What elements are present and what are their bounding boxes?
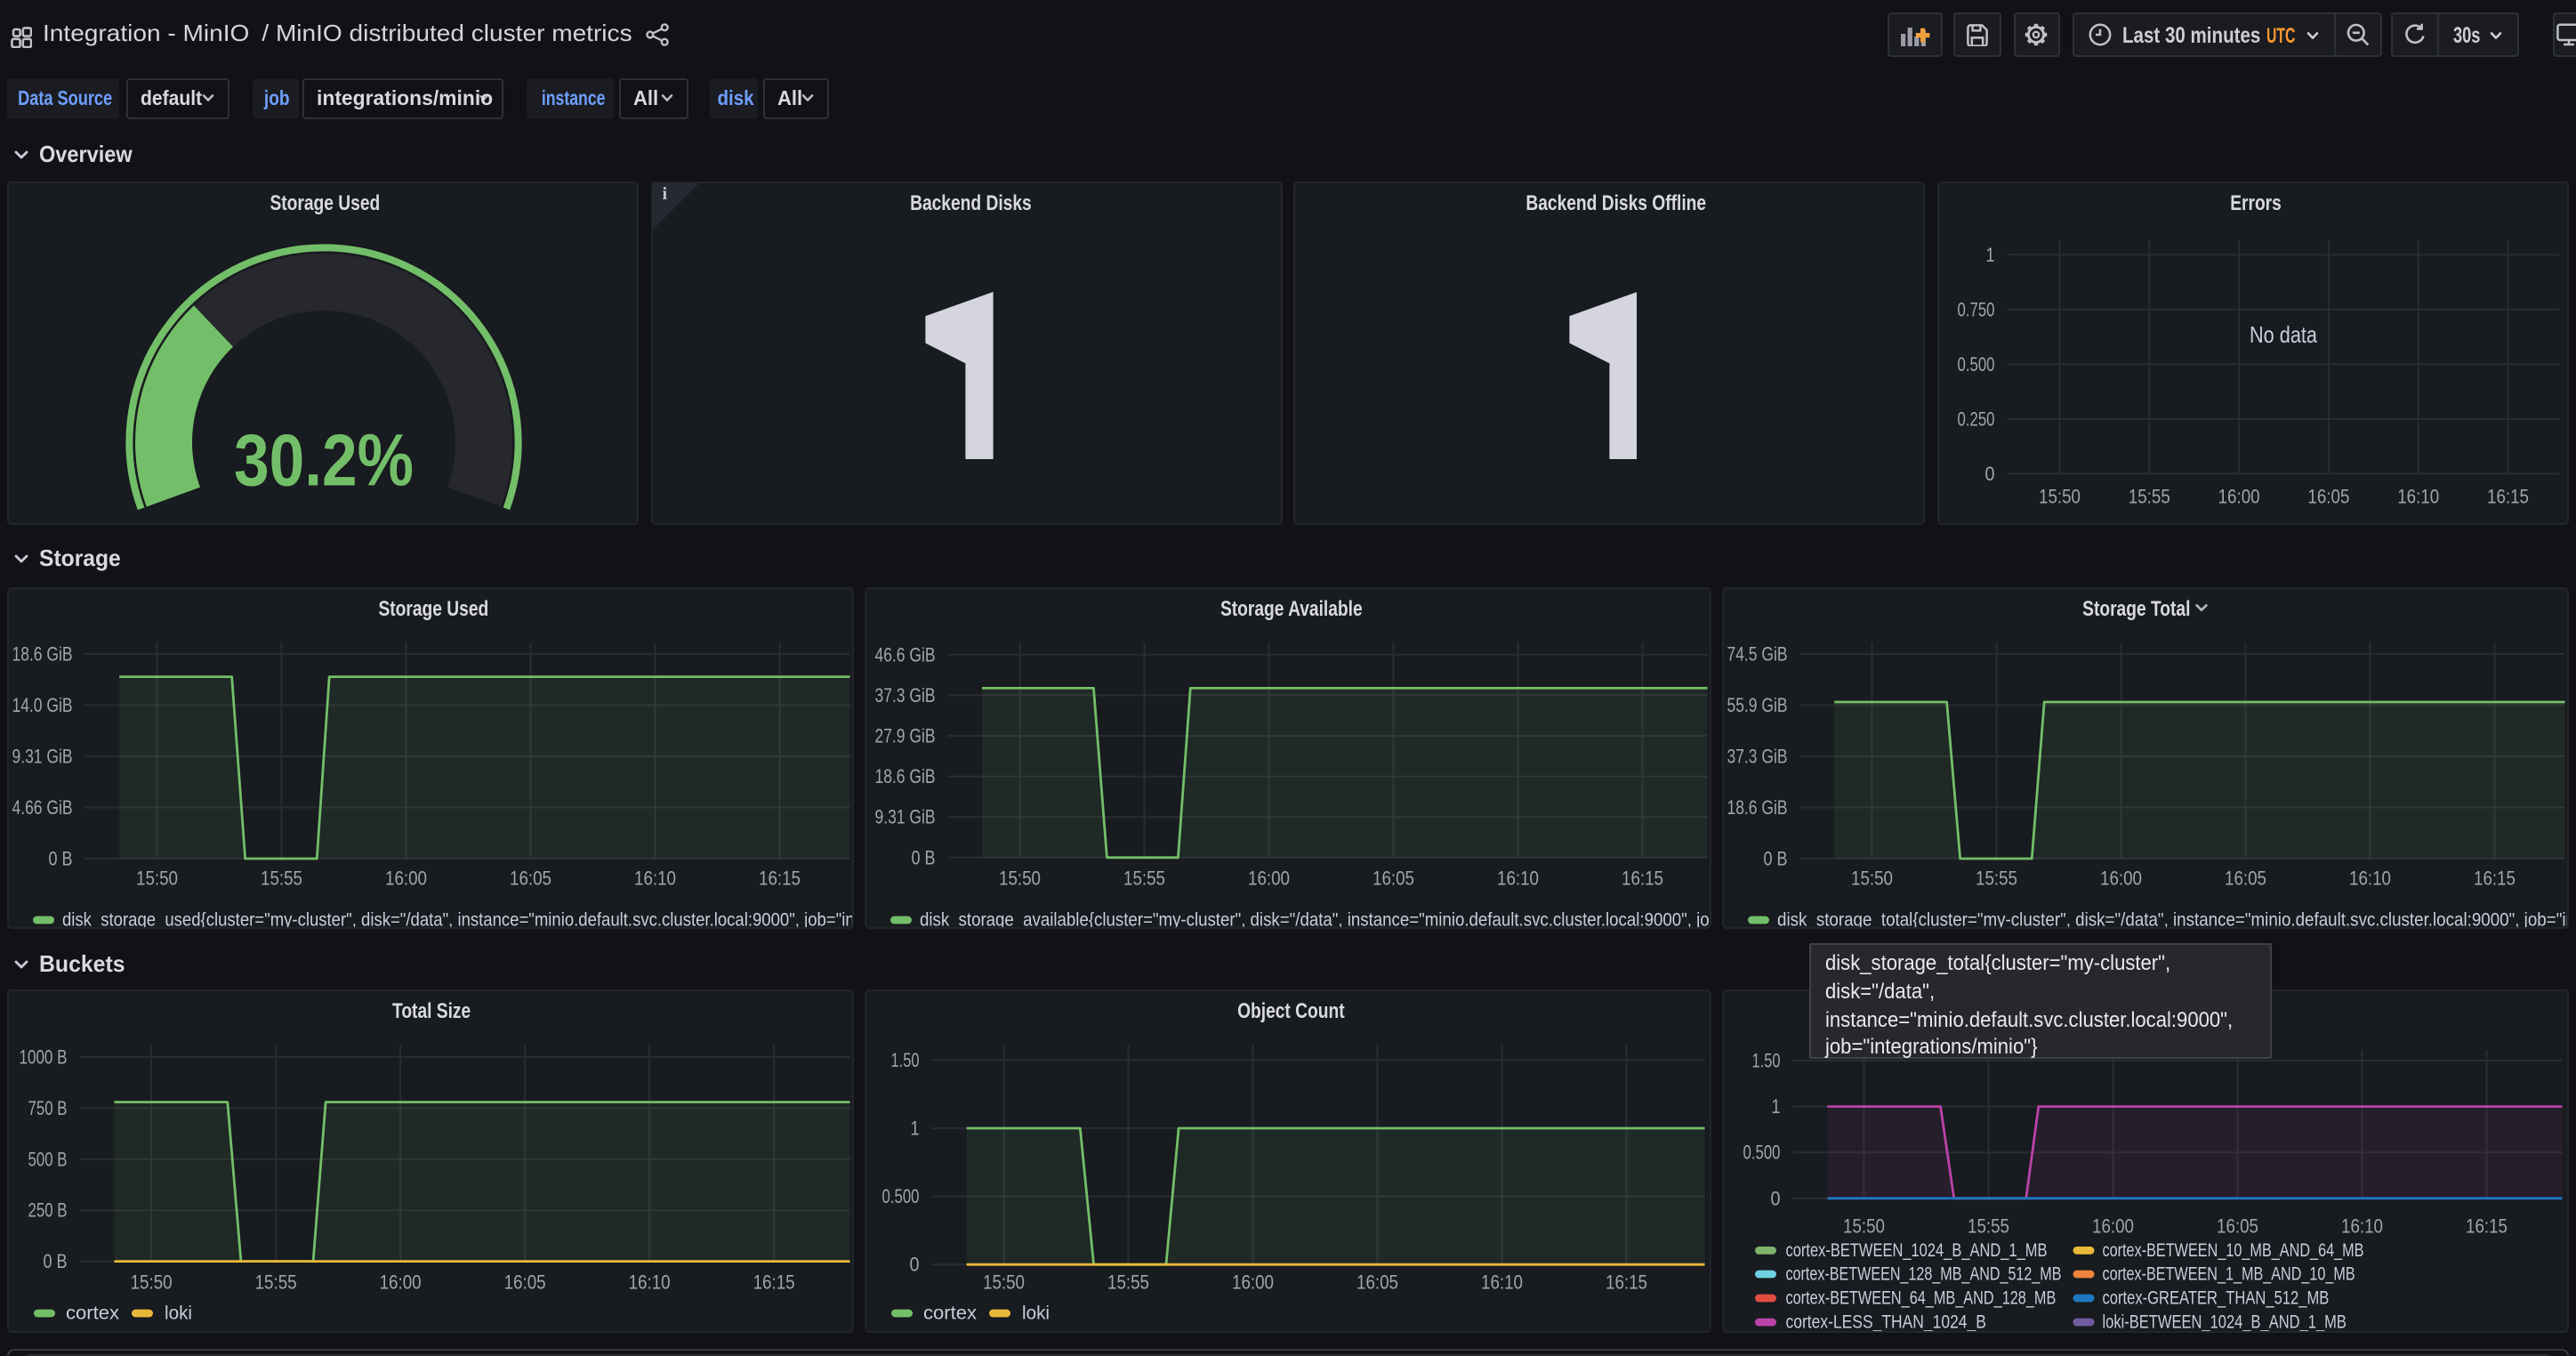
svg-text:74.5 GiB: 74.5 GiB bbox=[1727, 643, 1788, 666]
svg-text:0: 0 bbox=[910, 1254, 920, 1276]
svg-text:750 B: 750 B bbox=[28, 1097, 68, 1119]
svg-text:4.66 GiB: 4.66 GiB bbox=[12, 796, 73, 819]
svg-text:14.0 GiB: 14.0 GiB bbox=[12, 694, 73, 716]
svg-text:16:10: 16:10 bbox=[2397, 485, 2439, 507]
svg-text:16:00: 16:00 bbox=[1249, 868, 1291, 890]
svg-text:15:55: 15:55 bbox=[1976, 868, 2018, 890]
svg-text:0 B: 0 B bbox=[912, 846, 936, 868]
svg-text:15:50: 15:50 bbox=[137, 868, 179, 890]
svg-text:15:55: 15:55 bbox=[1124, 868, 1166, 890]
svg-text:loki: loki bbox=[165, 1304, 193, 1324]
svg-text:16:00: 16:00 bbox=[386, 868, 428, 890]
svg-text:16:00: 16:00 bbox=[380, 1271, 422, 1294]
svg-text:18.6 GiB: 18.6 GiB bbox=[875, 765, 936, 787]
svg-text:16:15: 16:15 bbox=[2475, 868, 2516, 890]
svg-text:16:05: 16:05 bbox=[2307, 485, 2349, 507]
svg-text:cortex-GREATER_THAN_512_MB: cortex-GREATER_THAN_512_MB bbox=[2103, 1288, 2330, 1309]
svg-text:16:15: 16:15 bbox=[2487, 485, 2529, 507]
svg-text:1: 1 bbox=[911, 1118, 920, 1140]
svg-text:0.500: 0.500 bbox=[1957, 352, 1994, 375]
svg-text:0.750: 0.750 bbox=[1957, 297, 1994, 319]
svg-text:0 B: 0 B bbox=[1764, 848, 1788, 870]
svg-text:disk_storage_used{cluster="my-: disk_storage_used{cluster="my-cluster", … bbox=[63, 910, 854, 929]
svg-text:disk_storage_total{cluster="my: disk_storage_total{cluster="my-cluster",… bbox=[1778, 910, 2569, 929]
svg-text:1.50: 1.50 bbox=[1752, 1050, 1781, 1072]
svg-text:cortex-BETWEEN_10_MB_AND_64_MB: cortex-BETWEEN_10_MB_AND_64_MB bbox=[2103, 1240, 2364, 1261]
svg-text:16:05: 16:05 bbox=[2218, 1215, 2259, 1238]
svg-text:16:10: 16:10 bbox=[2350, 868, 2392, 890]
svg-text:cortex: cortex bbox=[67, 1304, 121, 1324]
svg-text:16:15: 16:15 bbox=[753, 1271, 795, 1294]
svg-text:250 B: 250 B bbox=[28, 1199, 68, 1222]
svg-text:15:50: 15:50 bbox=[984, 1271, 1026, 1294]
svg-text:1000 B: 1000 B bbox=[20, 1046, 68, 1069]
svg-text:loki-BETWEEN_1024_B_AND_1_MB: loki-BETWEEN_1024_B_AND_1_MB bbox=[2103, 1312, 2347, 1333]
svg-text:15:50: 15:50 bbox=[131, 1271, 173, 1294]
svg-text:1.50: 1.50 bbox=[891, 1049, 920, 1071]
svg-text:16:00: 16:00 bbox=[1233, 1271, 1275, 1294]
svg-text:37.3 GiB: 37.3 GiB bbox=[875, 684, 936, 706]
svg-text:46.6 GiB: 46.6 GiB bbox=[875, 643, 936, 666]
svg-text:16:05: 16:05 bbox=[2226, 868, 2267, 890]
svg-text:16:05: 16:05 bbox=[1357, 1271, 1399, 1294]
svg-text:37.3 GiB: 37.3 GiB bbox=[1727, 746, 1788, 768]
svg-text:16:00: 16:00 bbox=[2101, 868, 2143, 890]
svg-text:16:05: 16:05 bbox=[511, 868, 552, 890]
svg-text:0.500: 0.500 bbox=[1743, 1142, 1781, 1164]
svg-text:0 B: 0 B bbox=[44, 1250, 68, 1272]
svg-text:16:10: 16:10 bbox=[1482, 1271, 1524, 1294]
svg-text:15:55: 15:55 bbox=[255, 1271, 297, 1294]
svg-text:16:15: 16:15 bbox=[1622, 868, 1664, 890]
svg-text:0.250: 0.250 bbox=[1957, 407, 1994, 429]
svg-text:0: 0 bbox=[1984, 462, 1994, 484]
svg-text:18.6 GiB: 18.6 GiB bbox=[12, 643, 73, 666]
svg-text:cortex-LESS_THAN_1024_B: cortex-LESS_THAN_1024_B bbox=[1786, 1312, 1986, 1333]
svg-text:cortex-BETWEEN_128_MB_AND_512_: cortex-BETWEEN_128_MB_AND_512_MB bbox=[1786, 1264, 2062, 1285]
svg-text:16:10: 16:10 bbox=[2342, 1215, 2384, 1238]
svg-text:55.9 GiB: 55.9 GiB bbox=[1727, 694, 1788, 716]
svg-text:15:55: 15:55 bbox=[2128, 485, 2169, 507]
svg-text:15:50: 15:50 bbox=[2039, 485, 2081, 507]
svg-text:0.500: 0.500 bbox=[882, 1185, 920, 1207]
svg-text:9.31 GiB: 9.31 GiB bbox=[12, 746, 73, 768]
svg-text:cortex-BETWEEN_64_MB_AND_128_M: cortex-BETWEEN_64_MB_AND_128_MB bbox=[1786, 1288, 2057, 1309]
svg-text:16:05: 16:05 bbox=[504, 1271, 546, 1294]
svg-text:1: 1 bbox=[1772, 1095, 1781, 1118]
svg-text:0 B: 0 B bbox=[49, 848, 73, 870]
svg-text:16:15: 16:15 bbox=[2467, 1215, 2508, 1238]
svg-text:15:55: 15:55 bbox=[1968, 1215, 2010, 1238]
svg-text:27.9 GiB: 27.9 GiB bbox=[875, 725, 936, 747]
svg-text:1: 1 bbox=[1985, 243, 1994, 265]
svg-text:16:10: 16:10 bbox=[1498, 868, 1540, 890]
svg-text:No data: No data bbox=[2250, 320, 2317, 347]
svg-text:15:55: 15:55 bbox=[262, 868, 303, 890]
svg-text:16:00: 16:00 bbox=[2093, 1215, 2135, 1238]
svg-text:15:55: 15:55 bbox=[1108, 1271, 1150, 1294]
svg-text:15:50: 15:50 bbox=[1000, 868, 1042, 890]
svg-text:loki: loki bbox=[1023, 1304, 1051, 1324]
svg-text:16:00: 16:00 bbox=[2218, 485, 2259, 507]
svg-text:16:05: 16:05 bbox=[1373, 868, 1415, 890]
svg-text:0: 0 bbox=[1771, 1187, 1781, 1209]
svg-text:cortex-BETWEEN_1024_B_AND_1_MB: cortex-BETWEEN_1024_B_AND_1_MB bbox=[1786, 1240, 2048, 1261]
svg-text:15:50: 15:50 bbox=[1852, 868, 1894, 890]
svg-text:15:50: 15:50 bbox=[1844, 1215, 1886, 1238]
svg-text:500 B: 500 B bbox=[28, 1148, 68, 1170]
svg-text:cortex-BETWEEN_1_MB_AND_10_MB: cortex-BETWEEN_1_MB_AND_10_MB bbox=[2103, 1264, 2355, 1285]
svg-text:cortex: cortex bbox=[924, 1304, 978, 1324]
svg-text:16:15: 16:15 bbox=[1606, 1271, 1648, 1294]
svg-text:30.2%: 30.2% bbox=[235, 418, 415, 501]
svg-text:18.6 GiB: 18.6 GiB bbox=[1727, 796, 1788, 819]
svg-text:16:10: 16:10 bbox=[629, 1271, 671, 1294]
svg-text:9.31 GiB: 9.31 GiB bbox=[875, 806, 936, 828]
svg-text:16:15: 16:15 bbox=[760, 868, 801, 890]
svg-text:16:10: 16:10 bbox=[635, 868, 677, 890]
svg-text:disk_storage_available{cluster: disk_storage_available{cluster="my-clust… bbox=[921, 910, 1711, 929]
